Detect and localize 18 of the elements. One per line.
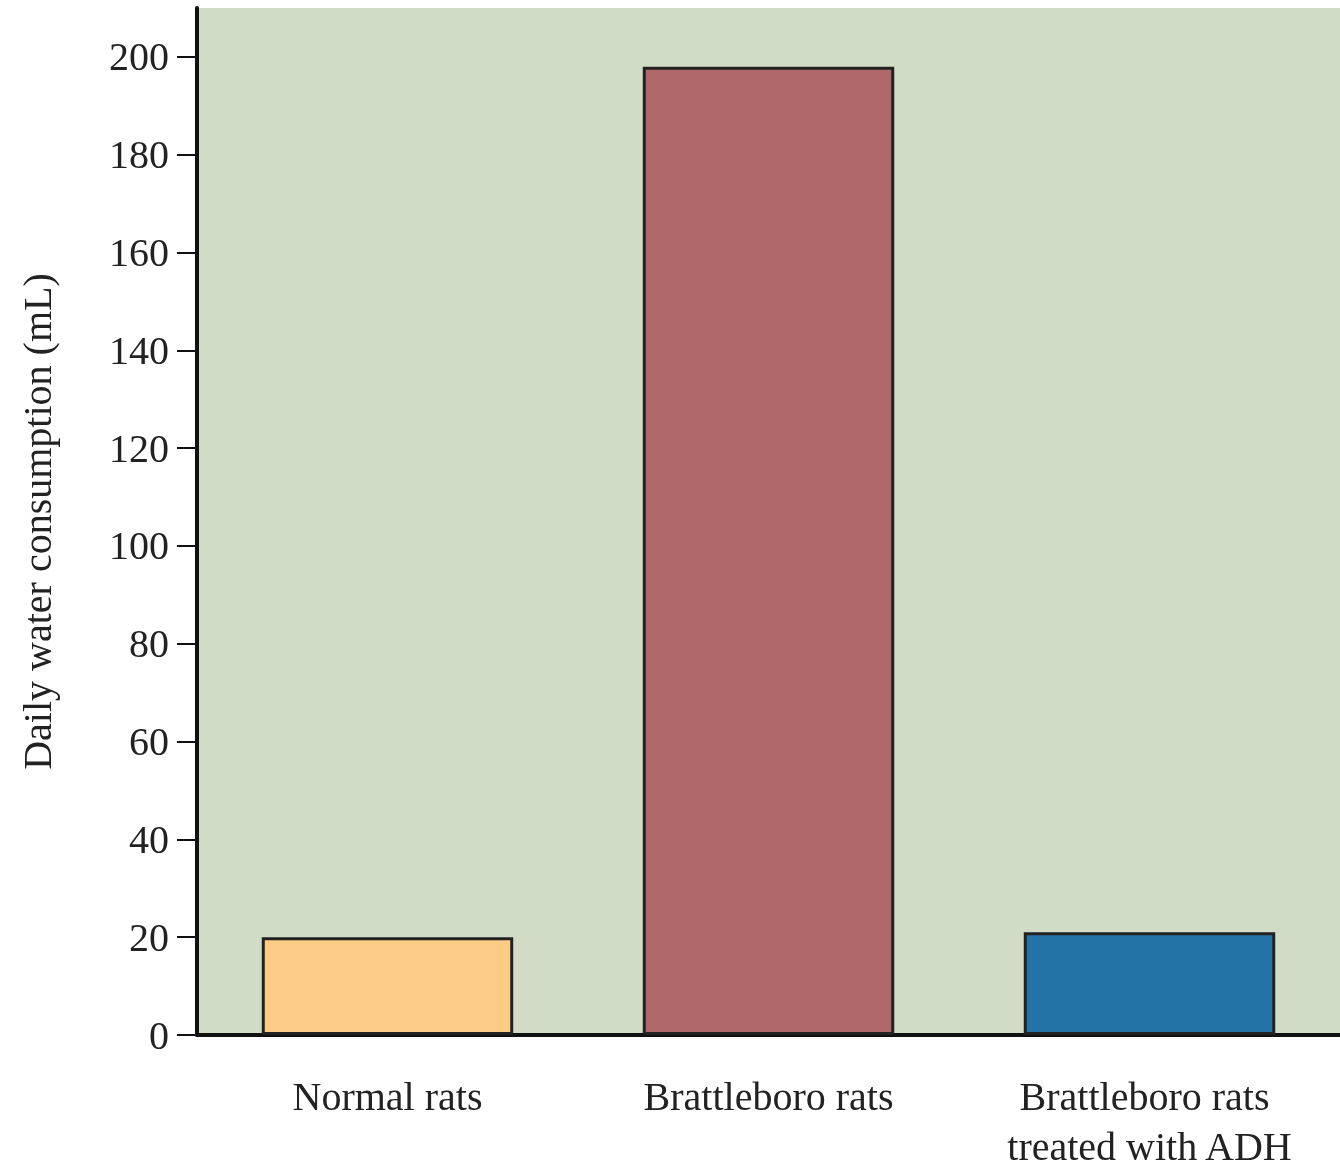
- y-tick-label: 180: [109, 132, 169, 178]
- y-tick-label: 60: [129, 719, 169, 765]
- y-tick-label: 100: [109, 523, 169, 569]
- y-axis-title: Daily water consumption (mL): [14, 273, 60, 770]
- y-tick-label: 160: [109, 230, 169, 276]
- x-tick-label: Normal rats: [292, 1073, 483, 1119]
- y-tick-label: 140: [109, 327, 169, 373]
- x-tick-label: Brattleboro rats treated with ADH: [1007, 1073, 1292, 1169]
- bar: [642, 66, 895, 1035]
- y-tick-label: 20: [129, 914, 169, 960]
- y-tick-label: 80: [129, 621, 169, 667]
- y-tick-label: 200: [109, 34, 169, 80]
- x-tick-label: Brattleboro rats: [643, 1073, 894, 1119]
- y-tick-label: 0: [149, 1012, 169, 1058]
- y-tick-label: 40: [129, 816, 169, 862]
- bar: [261, 937, 514, 1035]
- bar: [1023, 932, 1276, 1035]
- y-tick-label: 120: [109, 425, 169, 471]
